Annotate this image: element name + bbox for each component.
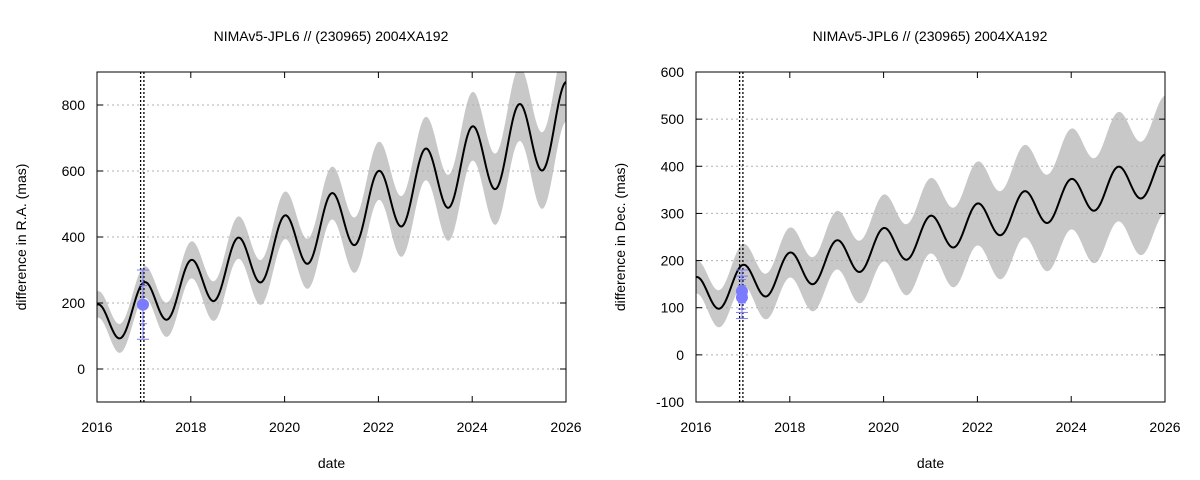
y-tick-label: 400 (661, 158, 685, 174)
chart-title: NIMAv5-JPL6 // (230965) 2004XA192 (214, 28, 449, 44)
chart-title: NIMAv5-JPL6 // (230965) 2004XA192 (813, 28, 1048, 44)
x-tick-label: 2016 (680, 419, 711, 435)
x-tick-label: 2020 (868, 419, 899, 435)
y-tick-label: 300 (661, 205, 685, 221)
x-tick-label: 2022 (962, 419, 993, 435)
y-tick-label: 800 (62, 97, 86, 113)
y-axis-label: difference in Dec. (mas) (612, 163, 628, 311)
y-axis-label: difference in R.A. (mas) (13, 164, 29, 311)
y-tick-label: 0 (676, 347, 684, 363)
series-line (696, 153, 1165, 310)
y-tick-label: 600 (62, 163, 86, 179)
observation-point (735, 291, 748, 304)
y-tick-label: 0 (77, 361, 85, 377)
plot-frame (695, 71, 1166, 403)
x-tick-label: 2024 (457, 419, 488, 435)
x-tick-label: 2020 (269, 419, 300, 435)
x-tick-label: 2018 (175, 419, 206, 435)
uncertainty-band (97, 72, 566, 353)
uncertainty-band (696, 95, 1165, 328)
x-tick-label: 2016 (81, 419, 112, 435)
y-tick-label: 200 (62, 295, 86, 311)
y-tick-label: 500 (661, 111, 685, 127)
x-tick-label: 2024 (1056, 419, 1087, 435)
x-tick-label: 2026 (1149, 419, 1180, 435)
y-tick-label: 200 (661, 253, 685, 269)
y-tick-label: 100 (661, 300, 685, 316)
x-tick-label: 2026 (550, 419, 581, 435)
y-tick-label: 600 (661, 64, 685, 80)
series-line (97, 81, 566, 340)
observation-point (136, 298, 149, 311)
y-tick-label: 400 (62, 229, 86, 245)
y-tick-label: -100 (656, 394, 684, 410)
x-tick-label: 2018 (774, 419, 805, 435)
x-axis-label: date (917, 455, 944, 471)
x-tick-label: 2022 (363, 419, 394, 435)
x-axis-label: date (318, 455, 345, 471)
dec-chart: -100 0 100 200 300 400 500 600 2016 2018 2020 2022 2… (612, 28, 1181, 471)
ra-chart: 0 200 400 600 800 2016 2018 2020 2022 2024 2026 NIM… (13, 28, 582, 471)
